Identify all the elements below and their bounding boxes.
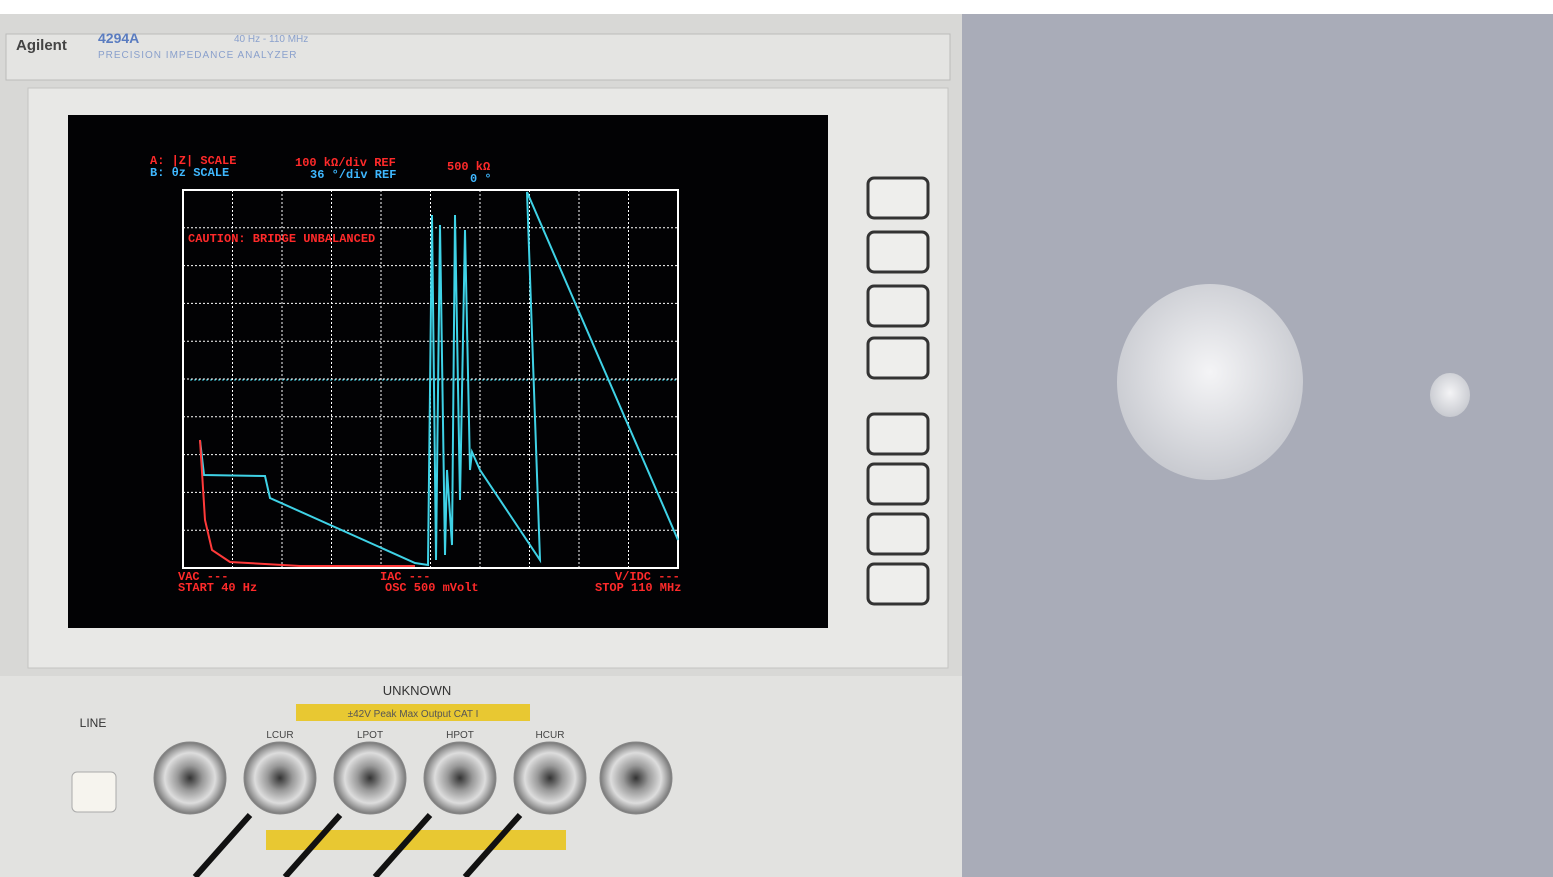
connector bbox=[424, 742, 496, 814]
softkey[interactable] bbox=[868, 514, 928, 554]
photo: Agilent 4294A 40 Hz - 110 MHz PRECISION … bbox=[0, 0, 1553, 877]
range: 40 Hz - 110 MHz bbox=[234, 34, 308, 45]
trace-b-label: B: θz SCALE bbox=[150, 166, 229, 180]
model: 4294A bbox=[98, 30, 139, 46]
scale-b: 36 °/div REF bbox=[310, 168, 396, 182]
model-name: PRECISION IMPEDANCE ANALYZER bbox=[98, 50, 298, 61]
power-switch[interactable] bbox=[72, 772, 116, 812]
port-label: HPOT bbox=[446, 730, 474, 741]
port-label: LPOT bbox=[357, 730, 383, 741]
warning-text: ±42V Peak Max Output CAT I bbox=[348, 709, 479, 720]
port-label: LCUR bbox=[266, 730, 293, 741]
connector bbox=[514, 742, 586, 814]
line-label: LINE bbox=[80, 716, 107, 730]
brand: Agilent bbox=[16, 37, 67, 54]
softkey[interactable] bbox=[868, 564, 928, 604]
connector bbox=[244, 742, 316, 814]
softkey[interactable] bbox=[868, 286, 928, 326]
softkey[interactable] bbox=[868, 232, 928, 272]
softkey[interactable] bbox=[868, 338, 928, 378]
softkey[interactable] bbox=[868, 178, 928, 218]
ref-b: 0 ° bbox=[470, 172, 492, 186]
connector bbox=[154, 742, 226, 814]
start: START 40 Hz bbox=[178, 581, 257, 595]
port-label: HCUR bbox=[536, 730, 565, 741]
large-sample bbox=[1117, 284, 1303, 480]
osc: OSC 500 mVolt bbox=[385, 581, 479, 595]
softkey[interactable] bbox=[868, 414, 928, 454]
softkey[interactable] bbox=[868, 464, 928, 504]
small-sample bbox=[1430, 373, 1470, 417]
stop: STOP 110 MHz bbox=[595, 581, 681, 595]
page: Agilent 4294A 40 Hz - 110 MHz PRECISION … bbox=[0, 0, 1553, 877]
connector bbox=[600, 742, 672, 814]
connector bbox=[334, 742, 406, 814]
unknown-label: UNKNOWN bbox=[383, 683, 452, 698]
caution: CAUTION: BRIDGE UNBALANCED bbox=[188, 232, 375, 246]
